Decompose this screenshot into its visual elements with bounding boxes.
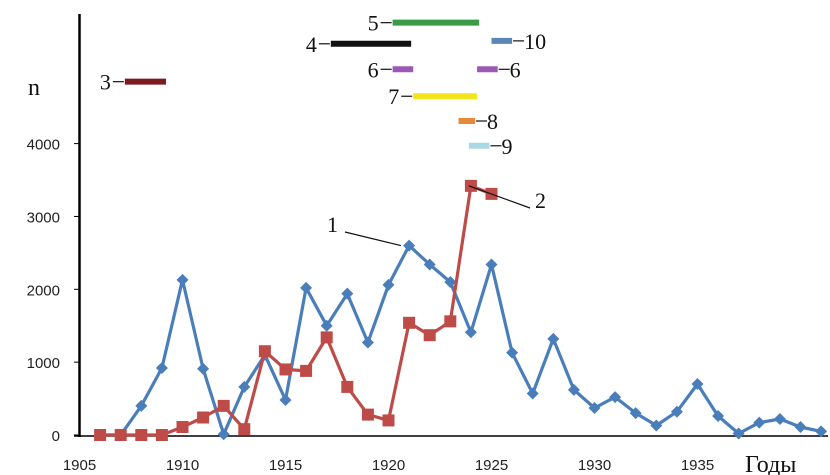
data-point-2: [176, 420, 189, 433]
data-point-2: [94, 429, 107, 441]
data-point-1: [485, 258, 498, 271]
data-point-1: [650, 419, 663, 432]
y-tick-label: 4000: [27, 137, 60, 154]
x-tick-label: 1935: [681, 457, 714, 474]
data-point-2: [155, 429, 168, 441]
data-point-1: [670, 405, 683, 418]
range-label-6: 6: [510, 57, 521, 82]
data-point-2: [382, 414, 395, 427]
series-line-1: [100, 244, 822, 437]
y-axis-title: n: [28, 75, 40, 101]
data-point-1: [279, 394, 292, 407]
data-point-1: [506, 346, 519, 359]
x-tick-label: 1910: [166, 457, 199, 474]
data-point-1: [176, 273, 189, 286]
data-point-2: [341, 380, 354, 393]
x-axis-title: Годы: [745, 452, 796, 475]
range-label-4: 4: [306, 32, 317, 57]
data-point-2: [361, 408, 374, 421]
callouts: 12: [327, 185, 546, 247]
data-point-2: [217, 399, 230, 412]
range-label-9: 9: [501, 134, 512, 159]
data-point-1: [773, 412, 786, 425]
x-tick-label: 1905: [63, 457, 96, 474]
series-line-2: [100, 184, 493, 437]
data-point-2: [464, 179, 477, 192]
callout-label-2: 2: [535, 188, 546, 213]
data-point-1: [238, 380, 251, 393]
data-point-1: [609, 391, 622, 404]
data-point-2: [197, 411, 210, 424]
x-tick-label: 1920: [372, 457, 405, 474]
data-point-1: [815, 425, 828, 438]
data-point-1: [567, 383, 580, 396]
data-point-1: [691, 378, 704, 391]
data-point-2: [135, 429, 148, 441]
data-point-1: [423, 258, 436, 271]
range-label-10: 10: [524, 29, 546, 54]
data-point-1: [712, 410, 725, 423]
data-point-2: [320, 331, 333, 344]
data-point-2: [238, 423, 251, 436]
range-label-3: 3: [100, 70, 111, 95]
y-tick-label: 2000: [27, 282, 60, 299]
y-tick-label: 3000: [27, 209, 60, 226]
data-point-1: [341, 287, 354, 300]
data-point-1: [382, 278, 395, 291]
series-group: [94, 179, 828, 441]
data-point-2: [279, 363, 292, 376]
data-point-1: [526, 387, 539, 400]
callout-leader: [344, 231, 402, 247]
data-point-1: [753, 416, 766, 429]
data-point-2: [114, 429, 127, 441]
data-point-2: [258, 345, 271, 358]
range-label-8: 8: [487, 109, 498, 134]
range-label-6: 6: [368, 57, 379, 82]
x-tick-label: 1915: [269, 457, 302, 474]
data-point-1: [547, 332, 560, 345]
data-point-2: [300, 364, 313, 377]
data-point-1: [588, 402, 601, 415]
data-point-1: [629, 407, 642, 420]
x-tick-label: 1925: [475, 457, 508, 474]
callout-leader: [468, 185, 531, 209]
range-label-5: 5: [368, 11, 379, 36]
data-point-1: [300, 281, 313, 294]
data-point-1: [197, 362, 210, 375]
y-tick-label: 0: [52, 428, 60, 445]
data-point-1: [444, 276, 457, 289]
data-point-2: [403, 316, 416, 329]
axes: [74, 14, 828, 437]
data-point-2: [423, 329, 436, 342]
data-point-1: [135, 399, 148, 412]
data-point-1: [361, 336, 374, 349]
data-point-1: [320, 319, 333, 332]
range-label-7: 7: [388, 84, 399, 109]
data-point-1: [403, 239, 416, 252]
data-point-1: [732, 427, 745, 440]
data-point-1: [794, 420, 807, 433]
data-point-1: [217, 428, 230, 441]
data-point-1: [464, 326, 477, 339]
x-tick-label: 1930: [578, 457, 611, 474]
data-point-1: [155, 361, 168, 374]
x-tick-labels: 1905 1910 1915 1920 1925 1930 1935: [63, 457, 714, 474]
data-point-2: [444, 315, 457, 328]
callout-label-1: 1: [327, 212, 338, 237]
y-tick-label: 1000: [27, 355, 60, 372]
y-tick-labels: 0 1000 2000 3000 4000: [27, 137, 60, 445]
